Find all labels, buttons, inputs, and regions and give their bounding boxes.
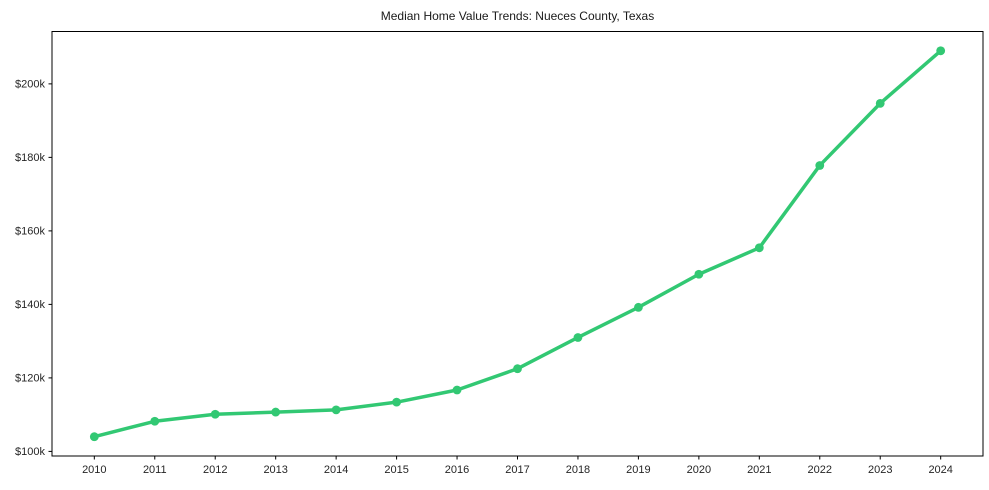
x-axis-tick-label: 2024 [928, 464, 952, 476]
data-point-marker [331, 405, 341, 415]
data-point-marker [150, 416, 160, 426]
data-point-marker [634, 302, 643, 312]
y-axis-tick-label: $200k [15, 78, 45, 90]
x-axis-tick-label: 2023 [868, 464, 892, 476]
data-point-marker [210, 409, 220, 419]
x-axis-tick-label: 2014 [324, 464, 348, 476]
x-axis-tick-label: 2020 [687, 464, 711, 476]
x-axis-tick-label: 2022 [808, 464, 832, 476]
x-axis-tick-label: 2021 [747, 464, 771, 476]
data-point-marker [754, 243, 764, 253]
data-point-marker [573, 333, 583, 342]
data-point-marker [392, 397, 401, 407]
y-axis-tick-label: $120k [15, 372, 45, 384]
data-point-marker [271, 407, 281, 417]
y-axis-tick-label: $140k [15, 299, 45, 311]
data-point-marker [875, 98, 885, 108]
x-axis-tick-label: 2015 [384, 464, 408, 476]
data-point-marker [936, 46, 946, 56]
x-axis-tick-label: 2018 [566, 464, 590, 476]
data-point-marker [513, 364, 522, 374]
y-axis-tick-label: $160k [15, 225, 45, 237]
x-axis-tick-label: 2019 [626, 464, 650, 476]
plot-frame [51, 31, 984, 457]
data-point-marker [815, 161, 825, 170]
trend-line [92, 49, 943, 439]
data-point-marker [694, 269, 704, 279]
y-axis-tick-label: $100k [15, 446, 45, 458]
chart-title: Median Home Value Trends: Nueces County,… [380, 9, 655, 23]
x-axis-tick-label: 2012 [203, 464, 227, 476]
x-axis-tick-label: 2011 [143, 464, 167, 476]
y-axis-tick-label: $180k [15, 152, 45, 164]
x-axis-tick-label: 2010 [82, 464, 106, 476]
x-axis-tick-label: 2016 [445, 464, 469, 476]
x-axis-tick-label: 2013 [263, 464, 287, 476]
data-point-marker [89, 432, 99, 442]
data-point-marker [452, 385, 462, 395]
x-axis-tick-label: 2017 [505, 464, 529, 476]
